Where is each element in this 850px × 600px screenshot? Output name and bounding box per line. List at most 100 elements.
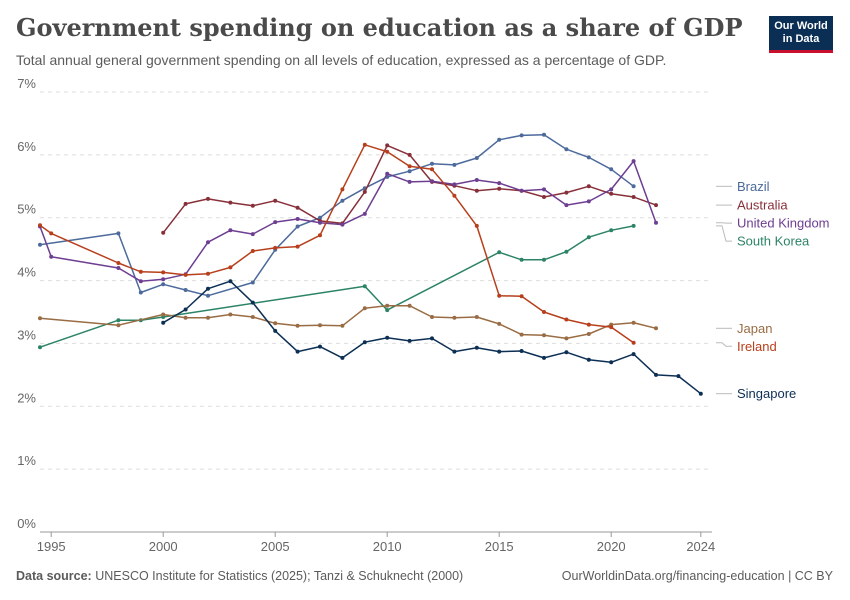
data-point-united-kingdom[interactable]	[228, 228, 233, 233]
data-point-ireland[interactable]	[318, 233, 322, 238]
legend-item-brazil[interactable]: Brazil	[716, 179, 770, 194]
data-point-japan[interactable]	[497, 321, 502, 326]
data-point-south-korea[interactable]	[362, 284, 367, 289]
data-point-australia[interactable]	[474, 188, 479, 193]
data-point-japan[interactable]	[295, 323, 300, 328]
legend-label[interactable]: Singapore	[737, 386, 796, 401]
data-point-japan[interactable]	[116, 323, 121, 328]
data-point-ireland[interactable]	[542, 310, 546, 314]
data-point-australia[interactable]	[161, 230, 166, 235]
data-point-singapore[interactable]	[250, 300, 255, 305]
legend-item-united-kingdom[interactable]: United Kingdom	[716, 216, 830, 231]
data-point-united-kingdom[interactable]	[564, 203, 569, 208]
data-point-singapore[interactable]	[609, 360, 614, 365]
data-point-united-kingdom[interactable]	[586, 199, 591, 204]
data-point-singapore[interactable]	[206, 286, 210, 291]
data-point-singapore[interactable]	[228, 279, 233, 284]
data-point-brazil[interactable]	[183, 288, 188, 292]
data-point-singapore[interactable]	[362, 340, 367, 345]
series-line-south-korea[interactable]	[39, 225, 634, 348]
data-point-singapore[interactable]	[542, 355, 546, 360]
data-point-australia[interactable]	[497, 186, 502, 191]
data-point-brazil[interactable]	[586, 155, 591, 160]
data-point-brazil[interactable]	[116, 231, 121, 236]
data-point-ireland[interactable]	[273, 245, 278, 250]
data-point-united-kingdom[interactable]	[497, 181, 502, 186]
series-south-korea[interactable]	[38, 223, 636, 350]
data-point-singapore[interactable]	[586, 357, 591, 362]
legend-label[interactable]: United Kingdom	[737, 216, 830, 231]
data-point-ireland[interactable]	[138, 269, 143, 274]
data-point-singapore[interactable]	[452, 349, 457, 354]
legend-item-australia[interactable]: Australia	[716, 198, 788, 213]
data-point-japan[interactable]	[161, 312, 166, 317]
data-point-united-kingdom[interactable]	[49, 254, 54, 259]
data-point-ireland[interactable]	[362, 142, 367, 147]
data-point-australia[interactable]	[407, 152, 412, 157]
source-url[interactable]: OurWorldinData.org/financing-education |…	[561, 569, 833, 583]
data-point-south-korea[interactable]	[564, 249, 569, 254]
data-point-australia[interactable]	[228, 200, 233, 205]
data-point-united-kingdom[interactable]	[542, 187, 546, 192]
data-point-united-kingdom[interactable]	[116, 266, 121, 270]
data-point-singapore[interactable]	[430, 336, 434, 341]
data-point-japan[interactable]	[206, 315, 210, 320]
data-point-brazil[interactable]	[452, 162, 457, 167]
data-point-brazil[interactable]	[318, 215, 322, 220]
data-point-japan[interactable]	[654, 326, 658, 331]
data-point-ireland[interactable]	[295, 244, 300, 249]
data-point-united-kingdom[interactable]	[519, 188, 524, 193]
data-point-japan[interactable]	[228, 312, 233, 317]
data-point-australia[interactable]	[362, 189, 367, 194]
data-point-australia[interactable]	[273, 198, 278, 203]
data-point-united-kingdom[interactable]	[318, 220, 322, 225]
data-point-singapore[interactable]	[273, 328, 278, 333]
data-point-ireland[interactable]	[430, 167, 434, 172]
data-point-brazil[interactable]	[295, 224, 300, 229]
data-point-united-kingdom[interactable]	[430, 179, 434, 184]
data-point-ireland[interactable]	[497, 293, 502, 298]
data-point-ireland[interactable]	[38, 223, 42, 228]
data-point-australia[interactable]	[542, 195, 546, 199]
legend-label[interactable]: Japan	[737, 321, 772, 336]
data-point-japan[interactable]	[385, 303, 390, 308]
data-point-japan[interactable]	[452, 315, 457, 320]
data-point-singapore[interactable]	[676, 374, 681, 379]
data-point-japan[interactable]	[631, 320, 636, 325]
data-point-brazil[interactable]	[38, 242, 42, 247]
series-line-japan[interactable]	[39, 304, 657, 340]
data-point-ireland[interactable]	[452, 193, 457, 198]
data-point-united-kingdom[interactable]	[138, 279, 143, 284]
data-point-australia[interactable]	[206, 196, 210, 201]
data-point-united-kingdom[interactable]	[161, 277, 166, 282]
data-point-ireland[interactable]	[183, 272, 188, 277]
data-point-singapore[interactable]	[318, 344, 322, 349]
data-point-australia[interactable]	[385, 143, 390, 148]
data-point-singapore[interactable]	[385, 335, 390, 340]
data-point-singapore[interactable]	[407, 338, 412, 343]
legend-item-japan[interactable]: Japan	[716, 321, 772, 336]
data-point-japan[interactable]	[183, 315, 188, 320]
series-brazil[interactable]	[38, 132, 636, 298]
data-point-ireland[interactable]	[250, 249, 255, 253]
data-point-singapore[interactable]	[295, 349, 300, 354]
data-point-australia[interactable]	[183, 201, 188, 206]
data-point-brazil[interactable]	[340, 198, 345, 203]
data-point-south-korea[interactable]	[609, 228, 614, 233]
series-ireland[interactable]	[38, 142, 636, 345]
data-point-united-kingdom[interactable]	[654, 220, 658, 225]
data-point-ireland[interactable]	[609, 325, 614, 330]
data-point-singapore[interactable]	[474, 345, 479, 350]
data-point-brazil[interactable]	[430, 161, 434, 166]
data-point-ireland[interactable]	[564, 317, 569, 322]
data-point-south-korea[interactable]	[116, 318, 121, 323]
data-point-ireland[interactable]	[474, 223, 479, 228]
data-point-united-kingdom[interactable]	[295, 217, 300, 221]
data-point-japan[interactable]	[430, 315, 434, 319]
legend-item-singapore[interactable]: Singapore	[716, 386, 796, 401]
data-point-ireland[interactable]	[586, 322, 591, 327]
data-point-united-kingdom[interactable]	[385, 171, 390, 176]
data-point-brazil[interactable]	[564, 147, 569, 152]
data-point-japan[interactable]	[273, 321, 278, 326]
data-point-brazil[interactable]	[250, 280, 255, 285]
